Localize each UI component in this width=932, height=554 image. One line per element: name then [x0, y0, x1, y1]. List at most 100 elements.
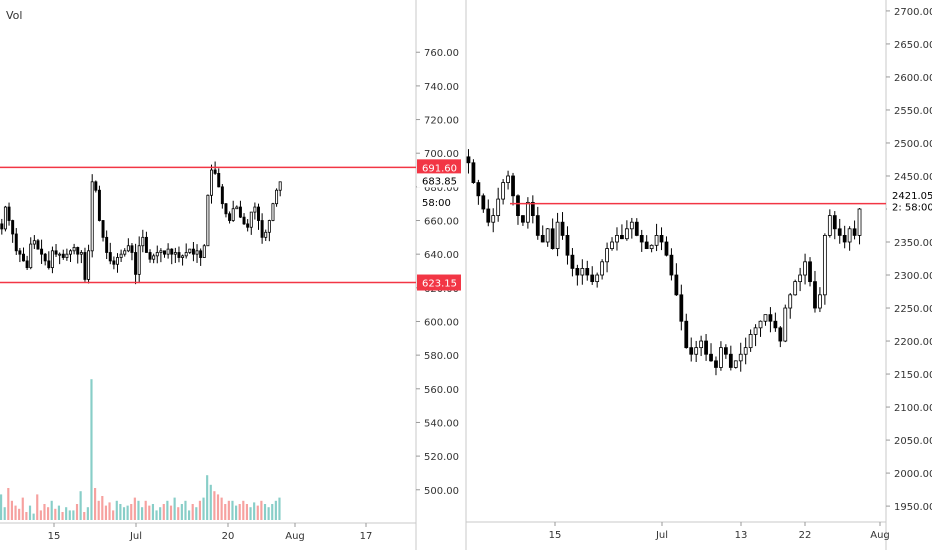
volume-bar [242, 500, 245, 520]
candle-body [679, 294, 684, 322]
candle-body [639, 235, 644, 243]
volume-bar [209, 484, 212, 520]
volume-bar [97, 500, 100, 520]
candle-body [837, 228, 842, 236]
volume-bar [206, 475, 209, 520]
candle-body [476, 182, 481, 197]
volume-bar [155, 510, 158, 520]
candle-body [137, 245, 141, 275]
candle-body [217, 172, 221, 188]
candle-body [134, 252, 138, 275]
candle-body [242, 216, 246, 225]
y-tick-label: 2350.00 [894, 238, 932, 249]
candle-body [644, 241, 649, 250]
candle-body [119, 253, 123, 258]
candle-body [202, 245, 206, 258]
candle-body [238, 206, 242, 218]
y-tick-label: 520.00 [424, 452, 459, 463]
candle-body [560, 221, 565, 236]
candle-body [231, 208, 235, 221]
y-tick-label: 2100.00 [894, 403, 932, 414]
level-tag-label: 691.60 [422, 163, 457, 174]
left-chart: 500.00520.00540.00560.00580.00600.00620.… [0, 0, 461, 550]
y-tick-label: 540.00 [424, 418, 459, 429]
candle-body [575, 268, 580, 276]
candle-body [79, 252, 83, 255]
y-tick-label: 2600.00 [894, 73, 932, 84]
volume-bar [227, 500, 230, 520]
y-tick-label: 2050.00 [894, 436, 932, 447]
candle-body [629, 221, 634, 230]
candle-body [105, 236, 109, 253]
candle-body [654, 235, 659, 246]
y-tick-label: 660.00 [424, 217, 459, 228]
candle-body [69, 250, 72, 255]
candle-body [852, 228, 857, 236]
candle-body [191, 248, 195, 255]
candle-body [728, 353, 733, 368]
x-tick-label: 17 [360, 531, 373, 542]
price-tag-label: 2: 58:00 [892, 202, 932, 213]
volume-bar [177, 507, 180, 520]
candle-body [228, 213, 232, 221]
candle-body [723, 347, 728, 355]
y-tick-label: 2700.00 [894, 7, 932, 18]
candle-body [827, 215, 832, 236]
volume-bar [28, 505, 32, 520]
candle-body [684, 320, 689, 349]
volume-bar [79, 491, 82, 520]
candle-body [253, 206, 257, 213]
x-tick-label: Aug [870, 530, 890, 541]
volume-bar [115, 500, 118, 520]
volume-bar [184, 500, 187, 520]
volume-bar [90, 379, 93, 520]
candle-body [188, 248, 192, 253]
candle-body [659, 235, 664, 243]
candle-body [748, 334, 753, 349]
volume-bar [21, 497, 24, 520]
volume-bar [83, 512, 86, 520]
candle-body [260, 220, 264, 238]
candle-body [220, 186, 224, 205]
y-tick-label: 680.00 [424, 183, 459, 194]
volume-bar [256, 505, 259, 520]
volume-bar [18, 508, 21, 520]
candle-body [144, 236, 148, 253]
x-tick-label: 20 [222, 531, 235, 542]
y-tick-label: 700.00 [424, 149, 459, 160]
candle-body [32, 240, 36, 245]
candle-body [516, 195, 520, 216]
volume-bar [151, 504, 155, 520]
volume-bar [112, 510, 115, 520]
volume-bar [54, 508, 57, 520]
candle-body [580, 268, 585, 276]
candle-body [501, 182, 506, 200]
level-tag-label: 623.15 [422, 279, 457, 290]
candle-body [29, 243, 33, 269]
candle-body [714, 360, 718, 368]
candle-body [669, 254, 674, 276]
level-tag [417, 159, 461, 176]
volume-bar [57, 505, 61, 520]
candle-body [842, 235, 847, 243]
candle-body [148, 252, 152, 260]
candle-body [22, 253, 25, 262]
candle-body [719, 347, 723, 368]
price-tag-label: 58:00 [422, 198, 451, 209]
volume-bar [86, 507, 89, 520]
candle-body [506, 175, 510, 183]
volume-bar [72, 510, 75, 520]
candle-body [72, 247, 76, 252]
candle-body [155, 252, 159, 257]
candle-body [130, 245, 134, 253]
volume-bar [213, 491, 216, 520]
y-tick-label: 2250.00 [894, 304, 932, 315]
candle-body [108, 252, 112, 262]
candle-body [267, 220, 271, 233]
volume-bar [47, 507, 50, 520]
volume-bar [260, 500, 263, 520]
volume-bar [162, 504, 165, 520]
volume-bar [14, 505, 17, 520]
candle-body [97, 189, 101, 221]
